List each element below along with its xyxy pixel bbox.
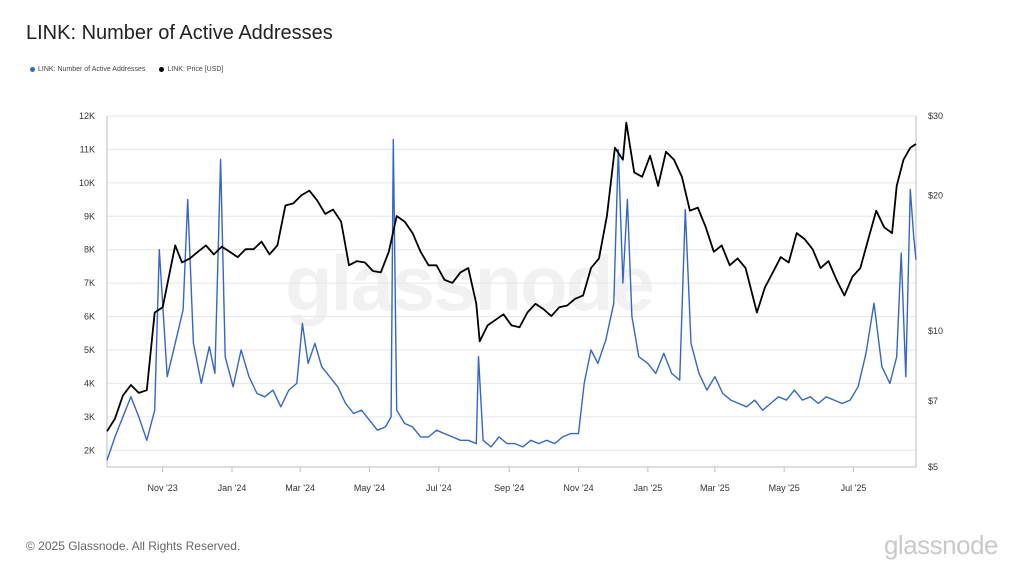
y-left-tick-label: 10K [79,178,95,188]
y-left-tick-label: 7K [84,278,95,288]
y-right-tick-label: $20 [928,190,943,200]
x-tick-label: Nov '24 [563,483,593,493]
legend-item-addresses[interactable]: LINK: Number of Active Addresses [30,66,145,73]
x-tick-label: Jan '24 [218,483,247,493]
grid-layer [107,115,916,451]
legend-addresses-marker [30,67,35,72]
chart-title: LINK: Number of Active Addresses [26,22,333,44]
series-layer [106,121,917,461]
x-tick-label: Mar '25 [700,483,730,493]
y-right-tick-label: $5 [928,462,938,472]
x-tick-label: Nov '23 [148,483,178,493]
y-left-tick-label: 4K [84,378,95,388]
legend-addresses-label: LINK: Number of Active Addresses [38,66,146,73]
x-tick-label: May '24 [354,483,385,493]
y-right-tick-label: $10 [928,326,943,336]
y-left-tick-label: 2K [84,445,95,455]
x-tick-label: Jul '24 [426,483,452,493]
y-left-tick-label: 3K [84,412,95,422]
copyright-text: © 2025 Glassnode. All Rights Reserved. [26,539,241,553]
y-left-tick-label: 9K [84,211,95,221]
y-left-tick-label: 11K [80,144,95,154]
y-left-tick-label: 8K [84,245,95,255]
y-left-tick-label: 12K [79,111,95,121]
y-right-tick-label: $30 [928,111,943,121]
brand-logo: glassnode [883,530,999,560]
y-left-tick-label: 6K [84,312,95,322]
x-tick-label: May '25 [769,483,800,493]
x-tick-label: Jan '25 [633,483,662,493]
y-left-tick-label: 5K [84,345,95,355]
legend-price-marker [159,67,165,72]
y-right-tick-label: $7 [928,396,938,406]
chart-legend: LINK: Number of Active Addresses LINK: P… [30,66,223,73]
price-series-line [106,121,917,432]
active-addresses-series-line [106,138,917,461]
legend-item-price[interactable]: LINK: Price [USD] [159,66,223,73]
legend-price-label: LINK: Price [USD] [167,66,224,73]
axis-layer: 2K 3K 4K 5K 6K 7K 8K 9K 10K 11K 12K $5 $7 $10 $20 $30 No… [79,111,943,493]
x-tick-label: Jul '25 [841,483,867,493]
x-tick-label: Sep '24 [494,483,524,493]
x-tick-label: Mar '24 [285,483,315,493]
